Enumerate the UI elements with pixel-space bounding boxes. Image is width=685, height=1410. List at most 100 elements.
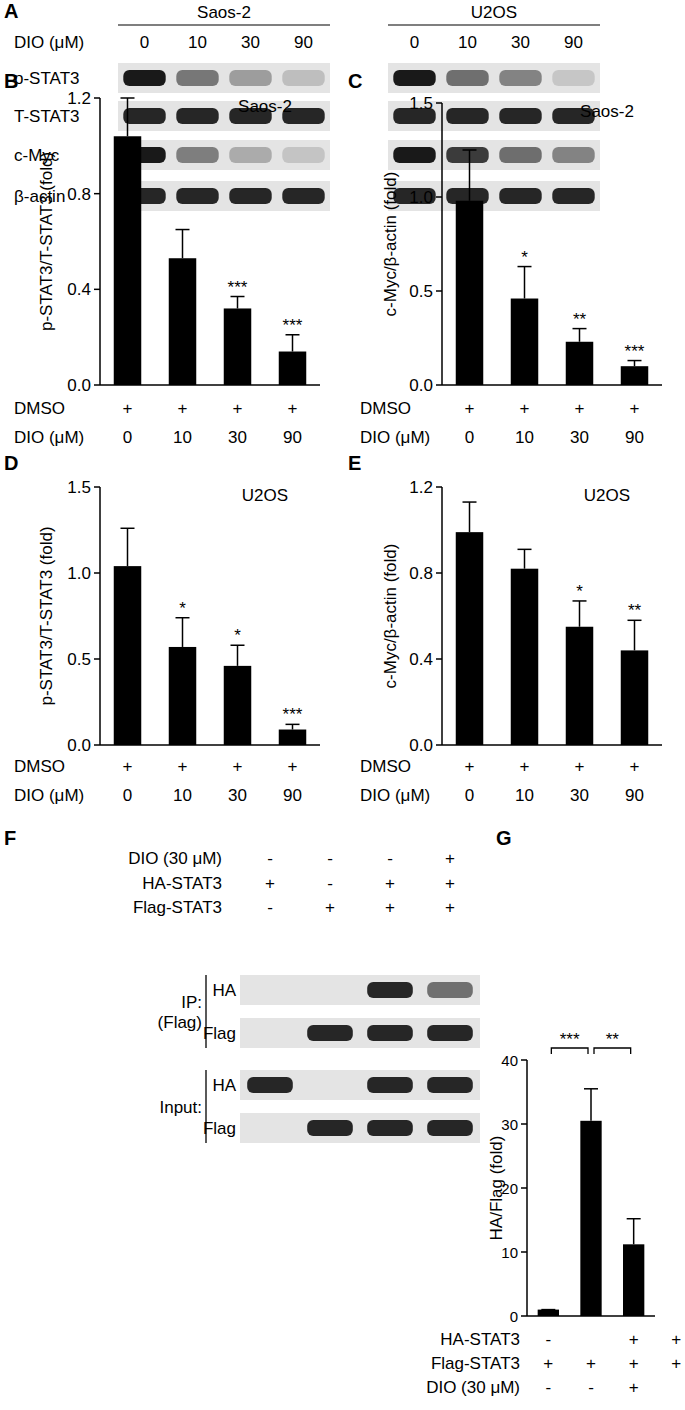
lane-label: 0 — [410, 33, 419, 52]
error-bar — [121, 98, 135, 136]
tick-label: 0.4 — [409, 650, 433, 669]
blot-band — [427, 1120, 473, 1136]
section-label: (Flag) — [158, 1013, 202, 1032]
blot-band — [499, 188, 541, 204]
treatment-symbol: + — [288, 757, 298, 776]
treatment-symbol: + — [629, 1330, 639, 1349]
y-tick — [521, 1315, 527, 1317]
error-bar — [121, 528, 135, 566]
error-line — [634, 361, 636, 367]
category-label: 30 — [228, 428, 247, 447]
treatment-symbol: + — [671, 1354, 681, 1373]
bars — [456, 201, 649, 385]
tick-label: 0.0 — [67, 736, 91, 755]
blot-band — [123, 70, 165, 86]
significance: * — [234, 626, 241, 645]
significance: *** — [560, 1030, 580, 1049]
blot-band — [307, 1025, 353, 1041]
bar — [566, 627, 594, 745]
treatment-symbol: - — [267, 849, 273, 868]
y-tick — [436, 290, 442, 292]
error-cap — [121, 97, 135, 99]
tick-label: 10 — [501, 1244, 518, 1261]
tick-label: 0 — [510, 1308, 518, 1325]
axis-label: c-Myc/β-actin (fold) — [381, 172, 400, 317]
tick-label: 0.0 — [67, 376, 91, 395]
significance: *** — [283, 705, 303, 724]
blot-band — [446, 108, 488, 124]
y-tick — [521, 1123, 527, 1125]
blot-row — [240, 975, 480, 1005]
error-line — [292, 335, 294, 352]
tick-label: 30 — [501, 1116, 518, 1133]
blot-band — [367, 1025, 413, 1041]
bar — [169, 258, 197, 385]
blot-band — [427, 982, 473, 998]
error-line — [524, 549, 526, 568]
error-cap — [463, 501, 477, 503]
y-tick — [436, 658, 442, 660]
lane-label: 30 — [511, 33, 530, 52]
category-label: 0 — [123, 428, 132, 447]
axis-label: DIO (μM) — [14, 33, 84, 52]
category-label: 10 — [173, 786, 192, 805]
category-label: 90 — [625, 428, 644, 447]
axis-label: DIO (μM) — [14, 428, 84, 447]
row-label: Flag — [203, 1024, 236, 1043]
treatment-label: DMSO — [360, 399, 411, 418]
treatment-label: DIO (30 μM) — [426, 1378, 520, 1397]
treatment-symbol: + — [630, 399, 640, 418]
tick-label: 0.5 — [409, 282, 433, 301]
treatment-symbol: - — [267, 898, 273, 917]
panel-label: A — [4, 0, 18, 22]
blot-band — [393, 70, 435, 86]
section-label: IP: — [181, 993, 202, 1012]
error-line — [292, 724, 294, 729]
treatment-symbol: + — [671, 1330, 681, 1349]
error-bar — [584, 1089, 598, 1121]
blot-band — [393, 147, 435, 163]
figure: ADIO (μM)Saos-20103090U2OS0103090p-STAT3… — [0, 0, 685, 1410]
blot-row — [240, 1113, 480, 1143]
lane-label: 10 — [188, 33, 207, 52]
blot-band — [176, 70, 218, 86]
bar — [456, 532, 484, 745]
error-line — [182, 230, 184, 259]
blot-band — [552, 70, 594, 86]
significance: * — [179, 599, 186, 618]
y-tick — [94, 572, 100, 574]
category-label: 10 — [515, 786, 534, 805]
treatment-symbol: - — [545, 1378, 551, 1397]
treatment-symbol: + — [233, 757, 243, 776]
panel-label: F — [4, 827, 16, 849]
y-tick — [436, 486, 442, 488]
axis-label: DIO (μM) — [360, 428, 430, 447]
section-bracket — [205, 1070, 206, 1143]
tick-label: 1.0 — [67, 564, 91, 583]
treatment-symbol: - — [327, 849, 333, 868]
treatment-symbol: + — [265, 874, 275, 893]
blot-band — [247, 1077, 293, 1093]
y-axis — [441, 487, 443, 745]
y-tick — [94, 384, 100, 386]
y-tick — [521, 1251, 527, 1253]
blot-band — [307, 1120, 353, 1136]
blot-band — [446, 147, 488, 163]
blot-band — [499, 147, 541, 163]
error-bar — [518, 549, 532, 568]
chart-title: U2OS — [584, 486, 630, 505]
error-line — [579, 329, 581, 342]
bar — [169, 647, 197, 745]
bar — [621, 650, 649, 745]
blot-band — [427, 1025, 473, 1041]
treatment-symbol: + — [630, 757, 640, 776]
blot-band — [229, 147, 271, 163]
blot-band — [552, 147, 594, 163]
tick-label: 0.0 — [409, 736, 433, 755]
treatment-symbol: + — [520, 757, 530, 776]
significance: *** — [283, 316, 303, 335]
treatment-symbol: + — [629, 1378, 639, 1397]
error-line — [127, 528, 129, 566]
axis-label: p-STAT3/T-STAT3 (fold) — [37, 526, 56, 705]
bar — [623, 1244, 644, 1316]
